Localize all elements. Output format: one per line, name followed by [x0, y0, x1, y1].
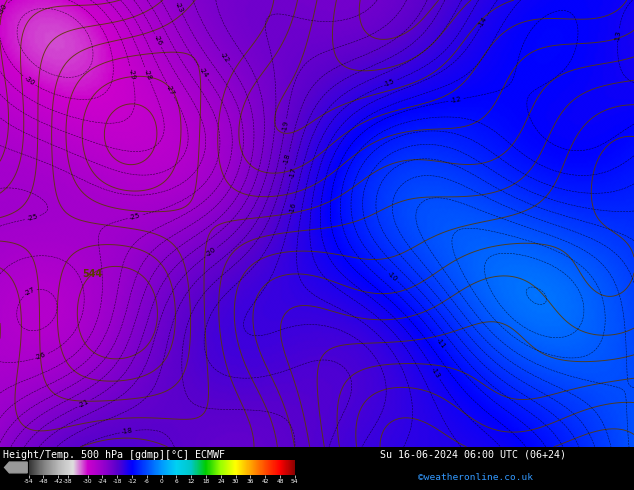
- Text: -25: -25: [129, 213, 141, 221]
- Text: Su 16-06-2024 06:00 UTC (06+24): Su 16-06-2024 06:00 UTC (06+24): [380, 450, 566, 460]
- Text: -26: -26: [34, 352, 47, 361]
- Text: 544: 544: [82, 269, 103, 279]
- Text: -12: -12: [450, 96, 462, 104]
- Text: -23: -23: [174, 0, 184, 13]
- Text: -14: -14: [477, 16, 489, 29]
- Text: -20: -20: [205, 246, 217, 258]
- Text: -15: -15: [383, 78, 396, 88]
- Text: -24: -24: [198, 67, 209, 79]
- Text: -11: -11: [435, 337, 446, 350]
- Text: -18: -18: [283, 153, 292, 166]
- Text: -30: -30: [0, 2, 9, 16]
- Text: -10: -10: [386, 270, 398, 282]
- Text: -25: -25: [26, 214, 39, 222]
- Text: Height/Temp. 500 hPa [gdmp][°C] ECMWF: Height/Temp. 500 hPa [gdmp][°C] ECMWF: [3, 450, 225, 460]
- Text: -26: -26: [153, 34, 163, 47]
- Text: -22: -22: [218, 50, 230, 63]
- Text: -17: -17: [288, 167, 297, 179]
- Text: -18: -18: [121, 428, 134, 436]
- Text: -19: -19: [281, 120, 289, 132]
- Text: -30: -30: [23, 75, 36, 87]
- Text: -13: -13: [430, 367, 441, 379]
- Text: ©weatheronline.co.uk: ©weatheronline.co.uk: [418, 473, 533, 482]
- Text: -16: -16: [288, 201, 297, 214]
- Text: -28: -28: [143, 68, 152, 80]
- Text: -27: -27: [165, 84, 176, 97]
- Text: -27: -27: [23, 287, 36, 297]
- Text: -21: -21: [77, 398, 91, 409]
- Text: -13: -13: [614, 30, 622, 42]
- FancyArrow shape: [4, 462, 27, 473]
- Text: -29: -29: [127, 68, 136, 80]
